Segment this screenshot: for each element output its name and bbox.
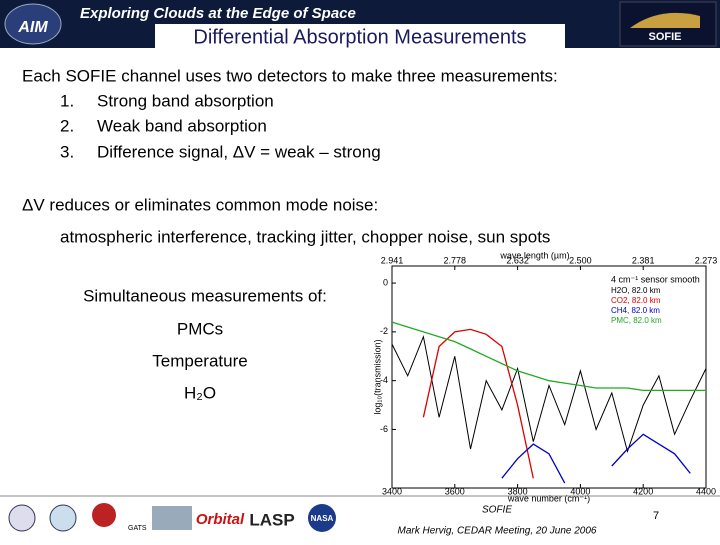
figure: [372, 255, 720, 495]
x-tick-label: 4000: [570, 486, 590, 496]
logo-right: SOFIE: [648, 31, 681, 43]
logo-sun: [630, 12, 700, 28]
x-axis-label: wave number (cm⁻¹): [507, 493, 590, 503]
legend-title: 4 cm⁻¹ sensor smooth: [611, 274, 700, 284]
simul-text: Simultaneous measurements of:: [83, 286, 327, 305]
logo-icon: [49, 504, 77, 532]
x2-tick-label: 2.632: [506, 255, 529, 265]
banner-text: Exploring Clouds at the Edge of Space: [80, 5, 356, 22]
series-line: [391, 321, 706, 392]
list-num: 3.: [60, 142, 74, 161]
y-tick-label: -6: [380, 424, 388, 434]
plot-frame: [391, 265, 707, 489]
dv-detail: atmospheric interference, tracking jitte…: [60, 227, 550, 246]
list-num: 1.: [60, 91, 74, 110]
x-tick-label: 3600: [445, 486, 465, 496]
logo-icon: [92, 503, 116, 527]
x-tick-label: 4200: [633, 486, 653, 496]
footer-caption: SOFIE: [482, 505, 512, 516]
item: H₂O: [184, 383, 216, 402]
logo-icon: [8, 504, 36, 532]
legend-entry: CO2, 82.0 km: [611, 296, 661, 305]
logo-left: AIM: [17, 19, 48, 36]
slide-title: Differential Absorption Measurements: [193, 26, 526, 48]
series-line: [391, 334, 707, 454]
series-line: [501, 433, 691, 484]
logo-icon: [152, 506, 192, 530]
x2-tick-label: 2.273: [695, 255, 718, 265]
x-tick-label: 4400: [696, 486, 716, 496]
item: PMCs: [177, 319, 223, 338]
intro: Each SOFIE channel uses two detectors to…: [22, 66, 558, 85]
list-text: Strong band absorption: [97, 91, 274, 110]
footer-logo: NASA: [311, 514, 334, 523]
list-text: Difference signal, ΔV = weak – strong: [97, 142, 381, 161]
x-tick-label: 3400: [382, 486, 402, 496]
legend-entry: CH4, 82.0 km: [611, 306, 660, 315]
x2-tick-label: 2.778: [444, 255, 467, 265]
list-text: Weak band absorption: [97, 116, 267, 135]
y-tick-label: 0: [383, 277, 388, 287]
footer-logo: GATS: [128, 525, 147, 532]
x-tick-label: 3800: [508, 486, 528, 496]
page-number: 7: [653, 510, 659, 522]
footer-logo: Orbital: [196, 511, 245, 528]
item: Temperature: [152, 351, 247, 370]
x2-tick-label: 2.500: [569, 255, 592, 265]
logo-badge: [4, 3, 62, 45]
list-num: 2.: [60, 116, 74, 135]
logo-icon: [308, 504, 336, 532]
footer-logo: LASP: [249, 510, 294, 529]
footer-credit: Mark Hervig, CEDAR Meeting, 20 June 2006: [398, 526, 597, 537]
x2-tick-label: 2.381: [632, 255, 655, 265]
chart: 3400 3600 3800 4000 4200 4400 2.941 2.778 2.632 2…: [372, 250, 717, 503]
y-tick-label: -4: [380, 375, 388, 385]
x2-tick-label: 2.941: [381, 255, 404, 265]
y-axis-label: log₁₀(transmission): [372, 339, 382, 414]
legend-entry: H2O, 82.0 km: [611, 286, 661, 295]
x2-axis-label: wave length (µm): [499, 250, 569, 260]
title-box: [155, 24, 565, 50]
legend-entry: PMC, 82.0 km: [611, 316, 662, 325]
dv-text: ΔV reduces or eliminates common mode noi…: [22, 195, 378, 214]
y-tick-label: -2: [380, 326, 388, 336]
series-line: [422, 328, 534, 479]
